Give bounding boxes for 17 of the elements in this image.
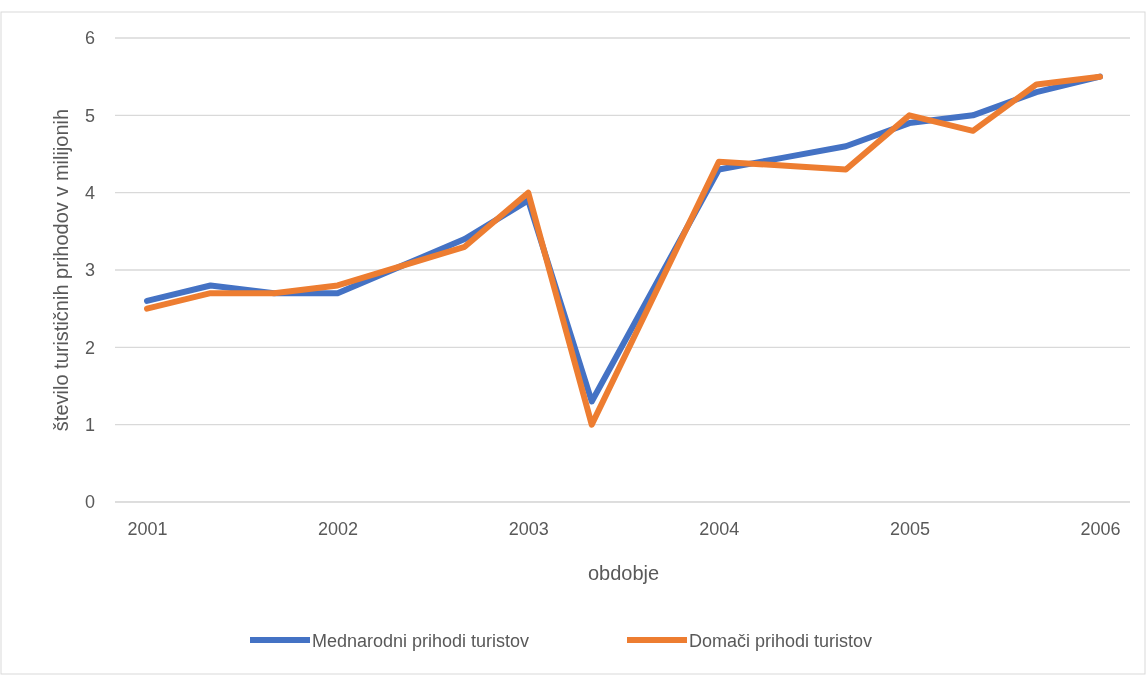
y-tick-label: 1 [84, 414, 95, 435]
x-tick-label: 2006 [1080, 518, 1121, 539]
x-axis-title: obdobje [587, 562, 660, 584]
y-tick-label: 4 [84, 182, 95, 203]
x-tick-label: 2002 [318, 518, 359, 539]
x-tick-label: 2003 [508, 518, 549, 539]
x-tick-label: 2001 [127, 518, 168, 539]
legend-label: Domači prihodi turistov [689, 631, 873, 651]
y-tick-label: 0 [84, 492, 95, 513]
y-tick-label: 6 [84, 28, 95, 49]
x-tick-label: 2005 [889, 518, 930, 539]
y-tick-label: 5 [84, 105, 95, 126]
legend-label: Mednarodni prihodi turistov [312, 631, 530, 651]
y-tick-label: 2 [84, 337, 95, 358]
y-axis-title: število turističnih prihodov v milijonih [50, 108, 72, 432]
y-tick-label: 3 [84, 260, 95, 281]
x-tick-label: 2004 [699, 518, 740, 539]
